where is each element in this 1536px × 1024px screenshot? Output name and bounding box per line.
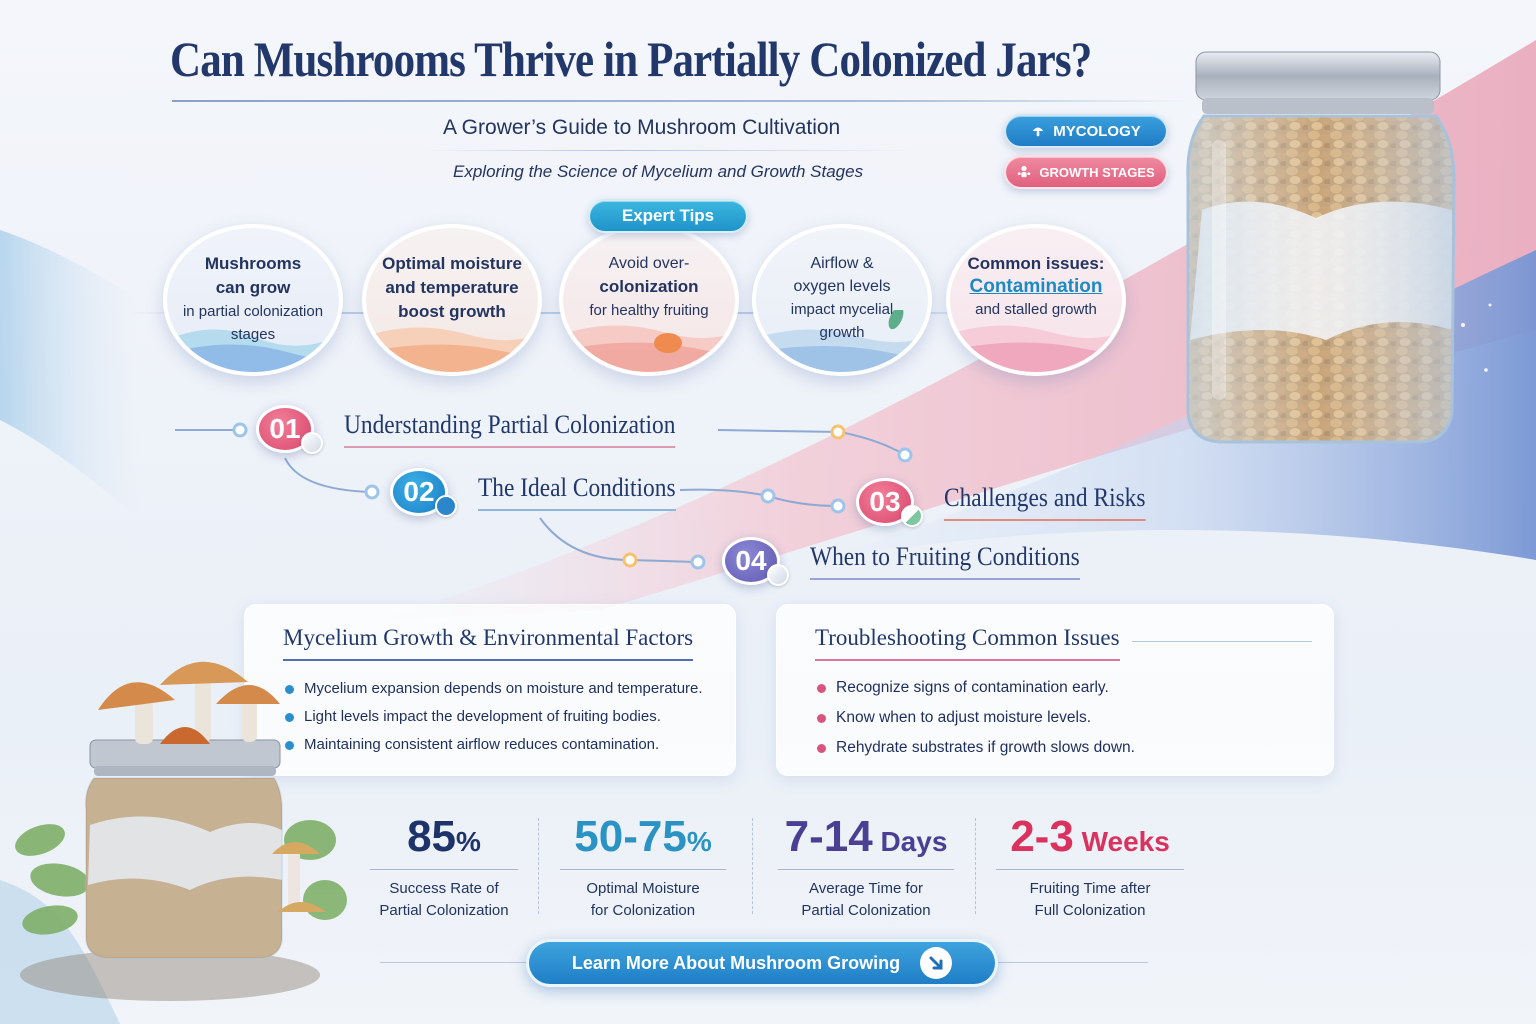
stat-fruiting-time: 2-3 Weeks Fruiting Time after Full Colon… <box>996 812 1184 922</box>
list-item: Light levels impact the development of f… <box>285 703 703 731</box>
subtitle: A Grower’s Guide to Mushroom Cultivation <box>443 116 841 139</box>
pie-chart-icon <box>901 505 923 527</box>
stat-divider <box>752 818 753 914</box>
mason-jar-illustration <box>1186 51 1456 444</box>
step-label-04: When to Fruiting Conditions <box>810 542 1080 580</box>
learn-more-label: Learn More About Mushroom Growing <box>571 952 901 973</box>
bullet-icon <box>285 712 294 722</box>
stat-divider <box>538 818 539 914</box>
title-divider <box>1132 641 1312 642</box>
list-item: Know when to adjust moisture levels. <box>817 703 1135 733</box>
tip-card-over-colonization: Avoid over- colonization for healthy fru… <box>559 224 739 376</box>
panel-troubleshooting: Troubleshooting Common Issues Recognize … <box>776 604 1334 776</box>
diamond-icon <box>767 564 789 586</box>
bullet-icon <box>817 743 826 753</box>
step-03[interactable]: 03 Challenges and Risks <box>856 478 1168 527</box>
panel-mycelium-growth: Mycelium Growth & Environmental Factors … <box>244 604 736 776</box>
pie-icon <box>301 432 323 454</box>
list-item: Rehydrate substrates if growth slows dow… <box>817 733 1135 763</box>
list-item: Mycelium expansion depends on moisture a… <box>285 675 703 703</box>
step-label-03: Challenges and Risks <box>944 483 1146 521</box>
bullet-icon <box>285 740 294 750</box>
tag-mycology-label: MYCOLOGY <box>1053 122 1141 140</box>
jar-with-mushrooms-illustration <box>15 661 347 1001</box>
wave-decoration <box>167 329 339 372</box>
checkmark-icon <box>435 495 457 517</box>
wave-decoration <box>756 310 928 372</box>
tip-card-airflow: Airflow & oxygen levels impact mycelial … <box>752 224 932 376</box>
panel-title: Troubleshooting Common Issues <box>815 625 1120 661</box>
tip-card-moisture-temperature: Optimal moisture and temperature boost g… <box>362 224 542 376</box>
panel-title: Mycelium Growth & Environmental Factors <box>283 625 694 661</box>
stat-average-time: 7-14 Days Average Time for Partial Colon… <box>778 812 954 922</box>
list-item: Recognize signs of contamination early. <box>817 673 1135 703</box>
step-badge-02: 02 <box>390 468 457 517</box>
step-badge-03: 03 <box>856 478 923 527</box>
learn-more-button[interactable]: Learn More About Mushroom Growing <box>526 939 998 987</box>
page-title: Can Mushrooms Thrive in Partially Coloni… <box>170 31 1092 87</box>
title-divider <box>172 100 1192 102</box>
cta-rule-left <box>380 962 526 963</box>
tip-card-partial-colonization: Mushrooms can grow in partial colonizati… <box>163 224 343 376</box>
wave-decoration <box>563 325 735 372</box>
list-item: Maintaining consistent airflow reduces c… <box>285 731 703 759</box>
stat-divider <box>975 818 976 914</box>
wave-decoration <box>366 327 538 372</box>
bullet-icon <box>285 684 294 694</box>
step-01[interactable]: 01 Understanding Partial Colonization <box>256 405 712 454</box>
growth-icon <box>1018 165 1031 178</box>
step-02[interactable]: 02 The Ideal Conditions <box>390 468 698 517</box>
subtitle-divider <box>420 150 920 151</box>
bullet-icon <box>817 713 826 723</box>
bullet-icon <box>817 683 826 693</box>
tag-growth-stages-label: GROWTH STAGES <box>1039 164 1155 180</box>
tip-card-common-issues: Common issues: Contamination and stalled… <box>946 224 1126 376</box>
tag-mycology[interactable]: MYCOLOGY <box>1004 114 1168 148</box>
bullet-list: Mycelium expansion depends on moisture a… <box>285 675 703 759</box>
cta-rule-right <box>998 962 1148 963</box>
bullet-list: Recognize signs of contamination early. … <box>817 673 1135 763</box>
stat-optimal-moisture: 50-75% Optimal Moisture for Colonization <box>560 812 726 922</box>
mushroom-icon <box>1032 127 1044 137</box>
step-04[interactable]: 04 When to Fruiting Conditions <box>722 537 1110 586</box>
step-badge-01: 01 <box>256 405 323 454</box>
expert-tips-badge: Expert Tips <box>588 199 748 233</box>
wave-decoration <box>950 325 1122 372</box>
step-badge-04: 04 <box>722 537 789 586</box>
tagline: Exploring the Science of Mycelium and Gr… <box>453 162 864 181</box>
arrow-icon <box>920 947 953 979</box>
tag-growth-stages[interactable]: GROWTH STAGES <box>1004 155 1168 189</box>
step-label-02: The Ideal Conditions <box>478 473 676 511</box>
stat-success-rate: 85% Success Rate of Partial Colonization <box>370 812 518 922</box>
step-label-01: Understanding Partial Colonization <box>344 410 676 448</box>
